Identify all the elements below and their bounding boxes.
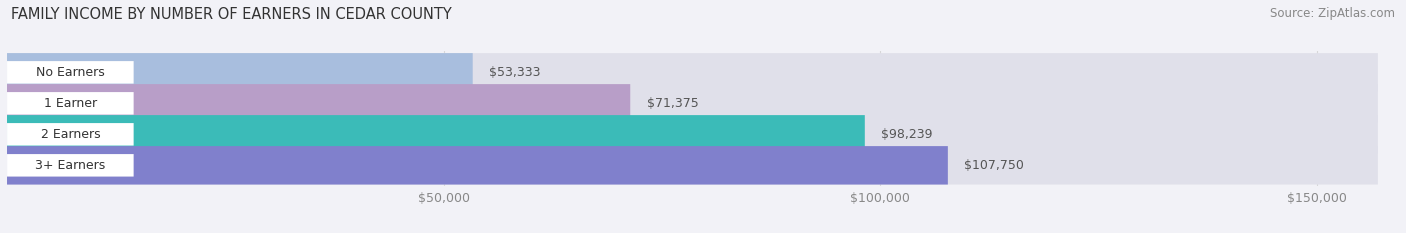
Text: 3+ Earners: 3+ Earners [35,159,105,172]
FancyBboxPatch shape [7,154,134,177]
Text: 2 Earners: 2 Earners [41,128,100,141]
FancyBboxPatch shape [7,53,1378,92]
FancyBboxPatch shape [7,115,865,154]
FancyBboxPatch shape [7,115,1378,154]
Text: $98,239: $98,239 [882,128,932,141]
Text: $53,333: $53,333 [489,66,541,79]
FancyBboxPatch shape [7,53,472,92]
FancyBboxPatch shape [7,123,134,146]
FancyBboxPatch shape [7,146,1378,185]
Text: FAMILY INCOME BY NUMBER OF EARNERS IN CEDAR COUNTY: FAMILY INCOME BY NUMBER OF EARNERS IN CE… [11,7,451,22]
Text: $71,375: $71,375 [647,97,699,110]
Text: No Earners: No Earners [37,66,104,79]
FancyBboxPatch shape [7,84,630,123]
Text: $107,750: $107,750 [965,159,1024,172]
FancyBboxPatch shape [7,92,134,115]
FancyBboxPatch shape [7,61,134,84]
Text: 1 Earner: 1 Earner [44,97,97,110]
FancyBboxPatch shape [7,84,1378,123]
Text: Source: ZipAtlas.com: Source: ZipAtlas.com [1270,7,1395,20]
FancyBboxPatch shape [7,146,948,185]
